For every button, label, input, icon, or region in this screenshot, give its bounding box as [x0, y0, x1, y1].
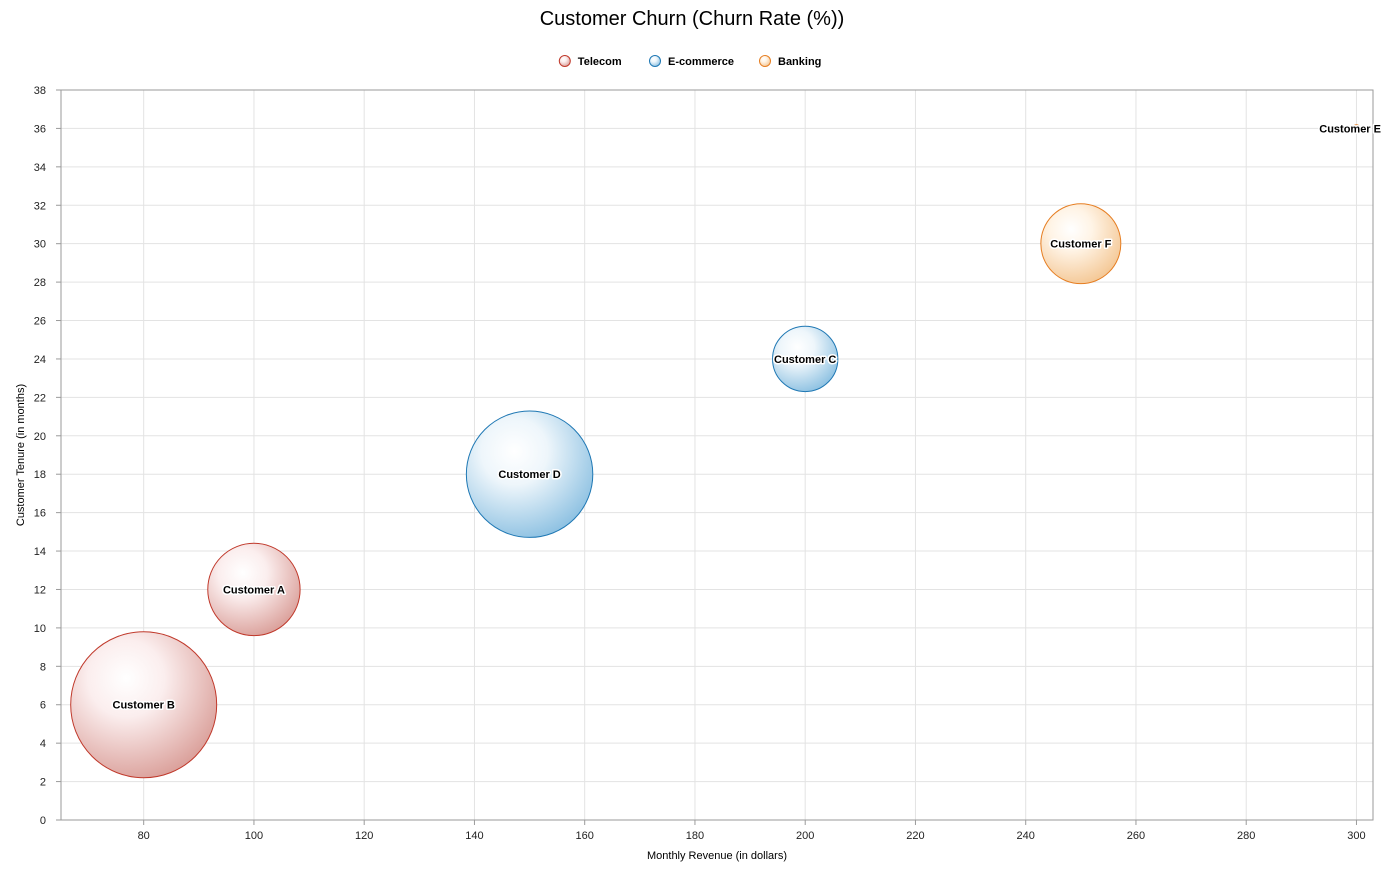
bubble-customer-c[interactable]: [772, 325, 839, 393]
y-tick-label: 34: [34, 162, 46, 174]
y-tick-label: 8: [40, 661, 46, 673]
y-tick-label: 14: [34, 546, 46, 558]
chart-title: Customer Churn (Churn Rate (%)): [540, 8, 845, 30]
x-tick-label: 160: [576, 830, 594, 842]
axes: 80 100 120 140 160 180 200 220 240 260 280 30002468…: [34, 85, 1374, 842]
legend-swatch: [759, 55, 771, 67]
y-tick-label: 30: [34, 239, 46, 251]
x-tick-label: 100: [245, 830, 263, 842]
y-tick-label: 18: [34, 469, 46, 481]
y-tick-label: 32: [34, 200, 46, 212]
x-tick-label: 300: [1347, 830, 1365, 842]
legend-item-telecom[interactable]: Telecom: [558, 55, 622, 69]
legend-swatch: [558, 55, 571, 67]
legend-label: Banking: [778, 56, 821, 68]
y-tick-label: 0: [40, 815, 46, 827]
y-tick-label: 10: [34, 623, 46, 635]
bubble-labels: Customer B Customer D Customer A Customer F…: [111, 122, 1382, 713]
bubble-label: Customer C: [774, 354, 836, 366]
bubble-customer-a[interactable]: [207, 542, 301, 637]
bubble-customer-b[interactable]: [70, 631, 218, 779]
legend-swatch: [649, 55, 661, 67]
y-tick-label: 24: [34, 354, 46, 366]
y-tick-label: 12: [34, 584, 46, 596]
y-tick-label: 38: [34, 85, 46, 97]
y-tick-label: 4: [40, 738, 46, 750]
bubbles: [70, 124, 1361, 779]
bubble-label: Customer E: [1319, 123, 1381, 135]
x-tick-label: 80: [138, 830, 150, 842]
x-axis-title: Monthly Revenue (in dollars): [647, 850, 787, 862]
x-tick-label: 280: [1237, 830, 1255, 842]
legend-item-banking[interactable]: Banking: [759, 55, 822, 69]
bubble-label: Customer F: [1050, 239, 1111, 251]
y-tick-label: 22: [34, 392, 46, 404]
legend-label: E-commerce: [668, 56, 734, 68]
y-axis-title: Customer Tenure (in months): [15, 384, 27, 526]
plot-area-border: [60, 89, 1374, 821]
grid: [61, 89, 1373, 821]
x-tick-label: 260: [1127, 830, 1145, 842]
y-tick-label: 2: [40, 777, 46, 789]
legend: Telecom E-commerce Banking: [558, 55, 822, 69]
bubble-label: Customer A: [223, 584, 285, 596]
legend-item-e-commerce[interactable]: E-commerce: [649, 55, 735, 69]
bubble-customer-d[interactable]: [465, 410, 594, 538]
x-tick-label: 220: [906, 830, 924, 842]
y-tick-label: 26: [34, 316, 46, 328]
y-tick-label: 6: [40, 700, 46, 712]
bubble-customer-e[interactable]: [1352, 124, 1361, 133]
x-tick-label: 120: [355, 830, 373, 842]
y-tick-label: 16: [34, 508, 46, 520]
x-tick-label: 200: [796, 830, 814, 842]
y-tick-label: 28: [34, 277, 46, 289]
y-tick-label: 20: [34, 431, 46, 443]
bubble-customer-f[interactable]: [1040, 203, 1122, 285]
y-tick-label: 36: [34, 123, 46, 135]
bubble-label: Customer B: [113, 700, 175, 712]
bubble-label: Customer D: [498, 469, 560, 481]
x-tick-label: 140: [465, 830, 483, 842]
x-tick-label: 180: [686, 830, 704, 842]
x-tick-label: 240: [1017, 830, 1035, 842]
legend-label: Telecom: [578, 56, 622, 68]
